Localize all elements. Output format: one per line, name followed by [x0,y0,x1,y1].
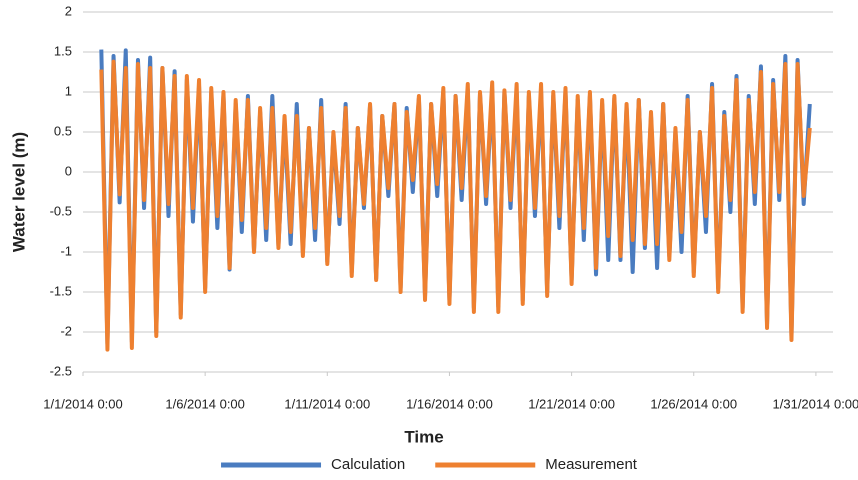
y-tick-label: -2.5 [50,363,72,378]
x-tick-label: 1/11/2014 0:00 [284,396,370,411]
y-axis-title: Water level (m) [9,132,28,252]
x-tick-label: 1/21/2014 0:00 [528,396,615,411]
y-tick-label: -0.5 [50,203,72,218]
y-tick-label: 0.5 [54,123,72,138]
x-tick-label: 1/1/2014 0:00 [43,396,123,411]
x-tick-label: 1/16/2014 0:00 [406,396,493,411]
data-line [99,59,812,352]
y-tick-label: -1.5 [50,283,72,298]
legend-label: Calculation [331,456,405,473]
y-tick-label: 1.5 [54,43,72,58]
y-tick-label: -2 [60,323,72,338]
y-tick-label: 0 [65,163,72,178]
y-tick-label: 2 [65,3,72,18]
x-tick-label: 1/26/2014 0:00 [650,396,737,411]
y-tick-label: 1 [65,83,72,98]
y-tick-label: -1 [60,243,72,258]
legend-label: Measurement [545,456,638,473]
x-tick-label: 1/6/2014 0:00 [165,396,245,411]
x-tick-label: 1/31/2014 0:00 [773,396,858,411]
x-axis-title: Time [404,427,443,446]
